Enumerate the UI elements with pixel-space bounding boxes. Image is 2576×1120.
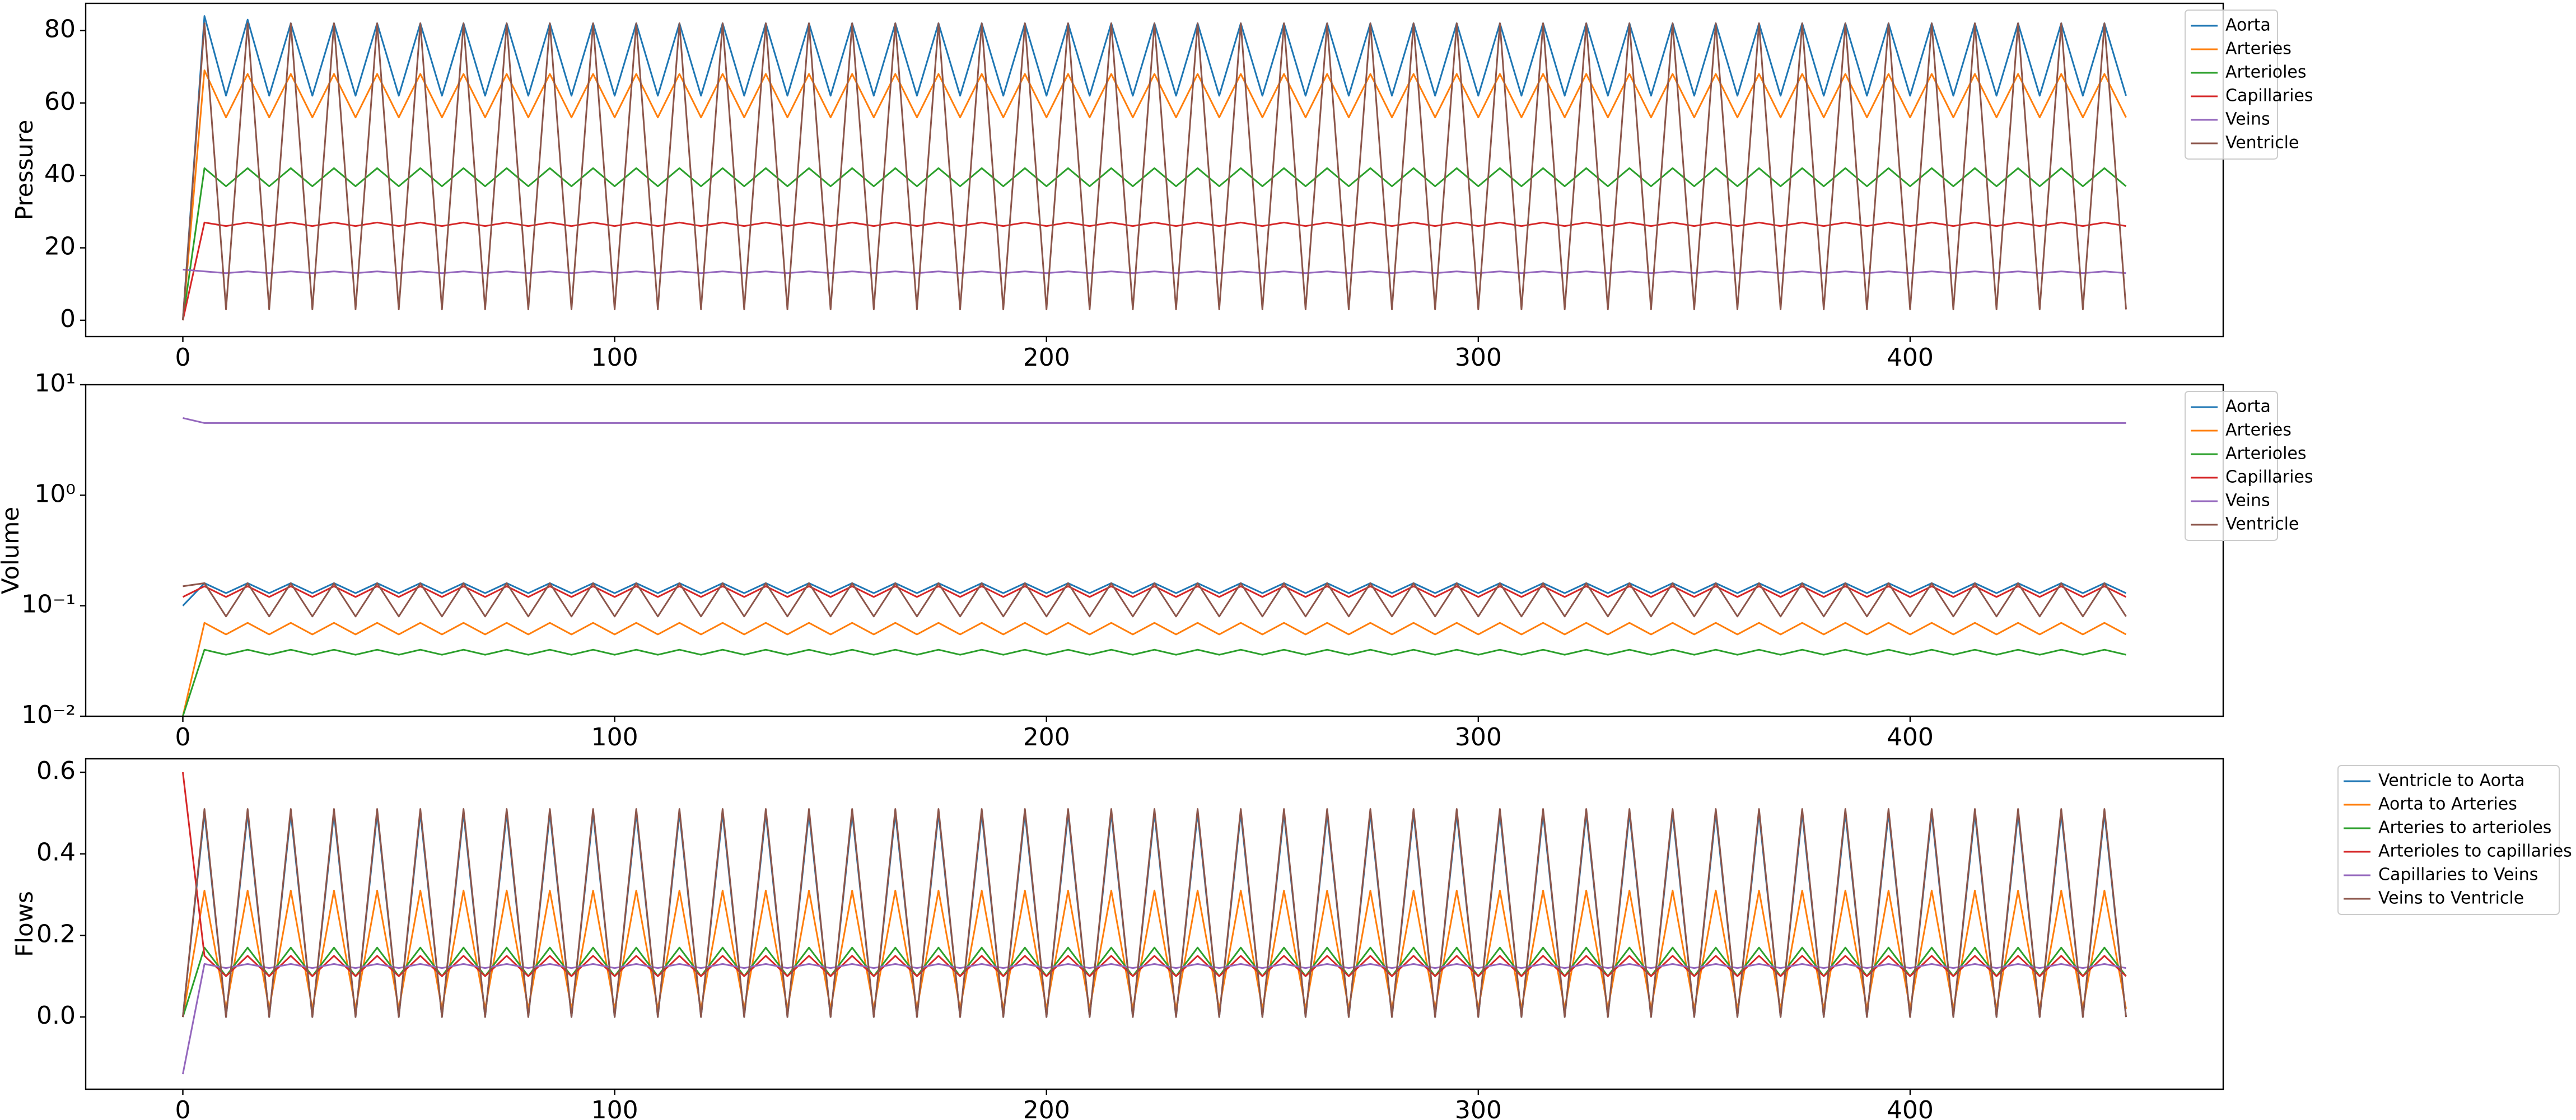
axes-frame bbox=[85, 384, 2224, 717]
legend-label: Ventricle bbox=[2225, 515, 2299, 534]
x-tick-label: 0 bbox=[175, 723, 191, 752]
y-tick-label: 20 bbox=[44, 232, 76, 261]
legend-label: Arteries bbox=[2225, 421, 2292, 440]
y-axis-label: Volume bbox=[0, 507, 24, 594]
legend-label: Veins to Ventricle bbox=[2378, 889, 2524, 908]
legend-label: Arterioles bbox=[2225, 63, 2307, 82]
legend-label: Arterioles to capillaries bbox=[2378, 842, 2572, 861]
x-tick-label: 0 bbox=[175, 1096, 191, 1120]
axes-frame bbox=[85, 758, 2224, 1090]
legend-label: Ventricle bbox=[2225, 133, 2299, 153]
y-axis-label: Flows bbox=[11, 891, 38, 957]
x-tick-label: 300 bbox=[1455, 723, 1502, 752]
series-line bbox=[182, 22, 2127, 321]
y-tick-label: 10⁻² bbox=[21, 701, 76, 729]
x-tick-label: 200 bbox=[1023, 1096, 1070, 1120]
legend-label: Arteries to arterioles bbox=[2378, 818, 2551, 838]
x-tick-label: 200 bbox=[1023, 723, 1070, 752]
legend-label: Veins bbox=[2225, 491, 2270, 511]
x-tick-label: 100 bbox=[591, 723, 638, 752]
legend-label: Capillaries to Veins bbox=[2378, 865, 2538, 885]
legend-label: Aorta bbox=[2225, 397, 2271, 417]
series-line bbox=[182, 221, 2126, 321]
series-line bbox=[182, 167, 2127, 321]
x-tick-label: 300 bbox=[1455, 1096, 1502, 1120]
x-tick-label: 100 bbox=[591, 343, 638, 372]
legend-label: Arteries bbox=[2225, 39, 2292, 59]
y-tick-label: 80 bbox=[44, 15, 76, 44]
legend-label: Arterioles bbox=[2225, 444, 2307, 464]
legend-label: Capillaries bbox=[2225, 468, 2313, 487]
x-tick-label: 200 bbox=[1023, 343, 1070, 372]
y-tick-label: 40 bbox=[44, 160, 76, 188]
legend-label: Veins bbox=[2225, 110, 2270, 129]
series-line bbox=[182, 648, 2126, 716]
y-tick-label: 0 bbox=[60, 305, 76, 333]
y-tick-label: 10⁰ bbox=[34, 479, 76, 508]
y-tick-label: 60 bbox=[44, 87, 76, 116]
series-line bbox=[183, 582, 2127, 618]
y-tick-label: 10⁻¹ bbox=[21, 590, 76, 619]
y-tick-label: 0.2 bbox=[36, 920, 76, 948]
legend-label: Aorta bbox=[2225, 16, 2271, 35]
series-line bbox=[182, 772, 2127, 977]
y-tick-label: 0.6 bbox=[36, 757, 76, 785]
x-tick-label: 400 bbox=[1887, 723, 1934, 752]
series-line bbox=[182, 622, 2127, 716]
series-line bbox=[182, 808, 2127, 1018]
x-tick-label: 400 bbox=[1887, 1096, 1934, 1120]
subplot: 0 100 200 300 400 0 20 40 60 80 Pressure Aorta Arter… bbox=[11, 2, 2313, 372]
subplot: 0 100 200 300 400 10⁻² 10⁻¹ 10⁰ 10¹ Volume Aorta Ar… bbox=[0, 369, 2313, 752]
legend-label: Capillaries bbox=[2225, 86, 2313, 106]
legend-label: Aorta to Arteries bbox=[2378, 795, 2517, 814]
x-tick-label: 0 bbox=[175, 343, 191, 372]
series-line bbox=[182, 889, 2127, 1018]
series-line bbox=[183, 268, 2126, 274]
x-tick-label: 400 bbox=[1887, 343, 1934, 372]
series-line bbox=[182, 963, 2126, 1075]
legend-box bbox=[2185, 10, 2278, 160]
y-tick-label: 10¹ bbox=[34, 369, 76, 398]
y-tick-label: 0.4 bbox=[36, 838, 76, 867]
legend-box bbox=[2337, 765, 2560, 915]
x-tick-label: 300 bbox=[1455, 343, 1502, 372]
legend-box bbox=[2185, 391, 2278, 541]
legend-label: Ventricle to Aorta bbox=[2378, 771, 2524, 791]
series-line bbox=[182, 585, 2127, 598]
series-line bbox=[183, 417, 2126, 424]
y-axis-label: Pressure bbox=[11, 120, 38, 220]
series-line bbox=[182, 946, 2127, 1018]
axes-frame bbox=[85, 2, 2224, 338]
series-line bbox=[182, 69, 2127, 321]
y-tick-label: 0.0 bbox=[36, 1001, 76, 1030]
subplot: 0 100 200 300 400 0.0 0.2 0.4 0.6 Flows Ventricle … bbox=[11, 757, 2572, 1120]
x-tick-label: 100 bbox=[591, 1096, 638, 1120]
